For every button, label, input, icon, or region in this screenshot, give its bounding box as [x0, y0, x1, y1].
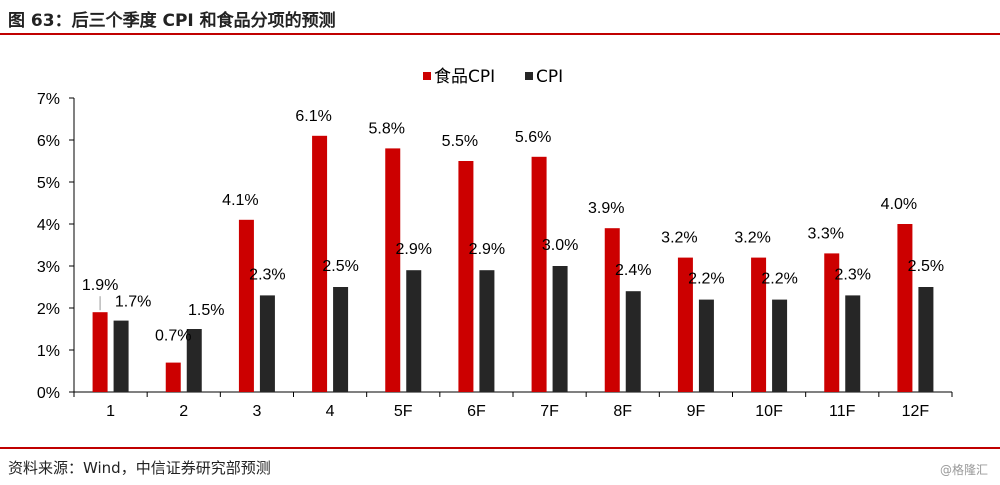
cpi-bar [479, 270, 495, 392]
y-tick-label: 5% [37, 175, 60, 192]
top-divider [0, 33, 1000, 35]
food-cpi-bar [531, 156, 547, 392]
food-cpi-bar [238, 219, 254, 392]
x-tick-label: 10F [755, 403, 783, 420]
cpi-data-label: 1.7% [115, 294, 151, 311]
food-cpi-data-label: 4.1% [222, 192, 258, 209]
cpi-data-label: 3.0% [542, 237, 578, 254]
cpi-data-label: 2.5% [322, 258, 358, 275]
food-cpi-data-label: 5.6% [515, 129, 551, 146]
y-tick-label: 0% [37, 385, 60, 402]
source-note: 资料来源：Wind，中信证券研究部预测 [8, 459, 271, 477]
cpi-bar [845, 295, 861, 392]
legend-food-cpi-swatch [423, 72, 431, 80]
x-tick-label: 3 [252, 403, 261, 420]
food-cpi-data-label: 3.2% [661, 230, 697, 247]
cpi-data-label: 2.2% [688, 271, 724, 288]
food-cpi-data-label: 1.9% [82, 277, 118, 294]
figure-title: 图 63：后三个季度 CPI 和食品分项的预测 [8, 11, 336, 31]
food-cpi-bar [677, 257, 693, 392]
legend-cpi-label: CPI [536, 67, 563, 87]
x-tick-label: 4 [326, 403, 335, 420]
y-tick-label: 3% [37, 259, 60, 276]
cpi-data-label: 2.3% [835, 266, 871, 283]
y-tick-label: 2% [37, 301, 60, 318]
cpi-bar [698, 299, 714, 392]
cpi-bar [552, 266, 568, 392]
cpi-bar [113, 320, 129, 392]
cpi-bar [918, 287, 934, 392]
food-cpi-bar [92, 312, 108, 392]
x-tick-label: 9F [687, 403, 706, 420]
x-tick-label: 1 [106, 403, 115, 420]
food-cpi-data-label: 0.7% [155, 328, 191, 345]
food-cpi-data-label: 4.0% [881, 196, 917, 213]
cpi-data-label: 2.2% [761, 271, 797, 288]
cpi-data-label: 2.4% [615, 262, 651, 279]
food-cpi-data-label: 3.9% [588, 200, 624, 217]
cpi-bar [406, 270, 422, 392]
y-tick-label: 6% [37, 133, 60, 150]
cpi-bar [772, 299, 788, 392]
watermark: @格隆汇 [939, 463, 988, 477]
cpi-data-label: 2.5% [908, 258, 944, 275]
bar-chart: 0% 1% 2% 3% 4% 5% 6% 7% 1.9%1.7% 1 0.7% 1.5% 2 4.1% 2.… [37, 67, 953, 420]
x-tick-label: 8F [613, 403, 632, 420]
cpi-data-label: 1.5% [188, 302, 224, 319]
cpi-data-label: 2.3% [249, 266, 285, 283]
food-cpi-data-label: 5.8% [369, 120, 405, 137]
food-cpi-bar [385, 148, 401, 392]
x-tick-label: 12F [902, 403, 930, 420]
legend-food-cpi-label: 食品CPI [434, 67, 495, 87]
food-cpi-data-label: 3.3% [808, 225, 844, 242]
cpi-bar [625, 291, 641, 392]
cpi-bar [259, 295, 275, 392]
food-cpi-data-label: 3.2% [734, 230, 770, 247]
food-cpi-bar [824, 253, 840, 392]
y-tick-label: 7% [37, 91, 60, 108]
x-tick-label: 2 [179, 403, 188, 420]
x-tick-label: 11F [829, 403, 856, 420]
cpi-bar [186, 329, 202, 392]
food-cpi-bar [165, 362, 181, 392]
food-cpi-data-label: 6.1% [295, 108, 331, 125]
food-cpi-bar [897, 224, 913, 392]
food-cpi-bar [751, 257, 767, 392]
x-tick-label: 6F [467, 403, 486, 420]
x-tick-label: 5F [394, 403, 413, 420]
cpi-bar [333, 287, 349, 392]
food-cpi-bar [312, 135, 328, 393]
cpi-data-label: 2.9% [396, 241, 432, 258]
food-cpi-bar [604, 228, 620, 392]
legend-cpi-swatch [525, 72, 533, 80]
y-tick-label: 4% [37, 217, 60, 234]
food-cpi-bar [458, 161, 474, 392]
cpi-data-label: 2.9% [469, 241, 505, 258]
x-tick-label: 7F [540, 403, 559, 420]
food-cpi-data-label: 5.5% [442, 133, 478, 150]
y-tick-label: 1% [37, 343, 60, 360]
bottom-divider [0, 447, 1000, 449]
